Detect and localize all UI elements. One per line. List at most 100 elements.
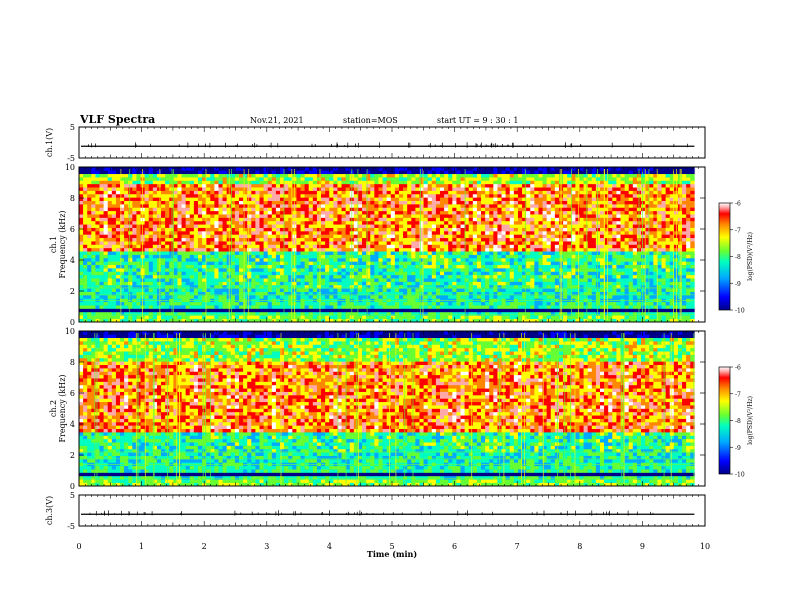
spectrogram-cell xyxy=(321,257,326,262)
spectrogram-cell xyxy=(378,247,383,252)
spectrogram-cell xyxy=(132,308,137,313)
spectrogram-cell xyxy=(251,177,256,181)
spectrogram-cell xyxy=(431,231,437,235)
spectrogram-cell xyxy=(407,231,412,235)
spectrogram-cell xyxy=(230,193,236,198)
spectrogram-cell xyxy=(448,301,453,306)
spectrogram-cell xyxy=(300,274,305,279)
spectrogram-cell xyxy=(419,210,424,215)
spectrogram-cell xyxy=(321,193,326,198)
spectrogram-cell xyxy=(370,311,375,316)
spectrogram-cell xyxy=(476,315,482,319)
spectrogram-cell xyxy=(407,200,412,205)
spectrogram-cell xyxy=(107,193,113,198)
spectrogram-cell xyxy=(452,237,457,242)
spectrogram-cell xyxy=(230,217,236,222)
spectrogram-cell xyxy=(489,281,494,286)
spectrogram-cell xyxy=(115,220,121,225)
spectrogram-cell xyxy=(476,318,482,323)
spectrogram-cell xyxy=(341,170,346,175)
spectrogram-cell xyxy=(427,291,433,296)
spectrogram-cell xyxy=(333,274,338,279)
spectrogram-cell xyxy=(83,224,88,228)
spectrogram-cell xyxy=(435,305,441,309)
spectrogram-cell xyxy=(189,261,195,266)
spectrogram-cell xyxy=(115,204,121,208)
spectrogram-cell xyxy=(357,251,363,255)
spectrogram-cell xyxy=(440,271,445,276)
spectrogram-cell xyxy=(345,251,351,255)
spectrogram-cell xyxy=(345,234,351,239)
spectrogram-cell xyxy=(243,204,248,208)
spectrogram-cell xyxy=(165,187,170,191)
spectrogram-cell xyxy=(206,271,211,276)
spectrogram-cell xyxy=(321,261,326,266)
spectrogram-cell xyxy=(374,257,379,262)
spectrogram-cell xyxy=(427,200,433,205)
spectrogram-cell xyxy=(177,284,182,289)
spectrogram-cell xyxy=(398,264,404,269)
spectrogram-cell xyxy=(152,268,158,272)
spectrogram-cell xyxy=(403,291,408,296)
spectrogram-cell xyxy=(206,281,211,286)
spectrogram-cell xyxy=(280,227,285,232)
spectrogram-cell xyxy=(173,204,178,208)
spectrogram-cell xyxy=(460,301,465,306)
spectrogram-cell xyxy=(386,311,392,316)
spectrogram-cell xyxy=(247,231,252,235)
spectrogram-cell xyxy=(390,257,396,262)
spectrogram-cell xyxy=(300,204,305,208)
spectrogram-cell xyxy=(431,173,437,178)
spectrogram-cell xyxy=(394,257,400,262)
spectrogram-cell xyxy=(267,291,273,296)
spectrogram-cell xyxy=(308,217,314,222)
spectrogram-cell xyxy=(103,220,109,225)
spectrogram-cell xyxy=(189,311,195,316)
spectrogram-cell xyxy=(83,193,88,198)
spectrogram-cell xyxy=(238,167,244,171)
spectrogram-cell xyxy=(464,261,470,266)
spectrogram-cell xyxy=(185,318,191,323)
spectrogram-cell xyxy=(169,210,174,215)
spectrogram-cell xyxy=(124,305,129,309)
spectrogram-cell xyxy=(275,177,281,181)
spectrogram-cell xyxy=(259,173,264,178)
spectrogram-cell xyxy=(107,200,113,205)
spectrogram-cell xyxy=(423,180,428,185)
spectrogram-cell xyxy=(144,237,150,242)
spectrogram-cell xyxy=(431,200,437,205)
spectrogram-cell xyxy=(472,220,478,225)
spectrogram-cell xyxy=(111,271,117,276)
spectrogram-cell xyxy=(169,190,174,195)
spectrogram-cell xyxy=(382,167,387,171)
spectrogram-cell xyxy=(427,274,433,279)
spectrogram-cell xyxy=(95,173,100,178)
spectrogram-cell xyxy=(238,204,244,208)
spectrogram-cell xyxy=(193,183,199,188)
spectrogram-cell xyxy=(275,170,281,175)
spectrogram-cell xyxy=(423,284,428,289)
spectrogram-cell xyxy=(267,278,273,282)
spectrogram-cell xyxy=(202,308,207,313)
spectrogram-cell xyxy=(296,251,301,255)
spectrogram-cell xyxy=(91,241,96,245)
spectrogram-cell xyxy=(308,237,314,242)
spectrogram-cell xyxy=(251,193,256,198)
spectrogram-cell xyxy=(144,227,150,232)
spectrogram-cell xyxy=(308,295,314,299)
spectrogram-cell xyxy=(255,271,260,276)
spectrogram-cell xyxy=(308,315,314,319)
spectrogram-cell xyxy=(132,173,137,178)
spectrogram-cell xyxy=(165,244,170,249)
spectrogram-cell xyxy=(378,261,383,266)
spectrogram-cell xyxy=(210,187,215,191)
spectrogram-cell xyxy=(120,305,125,309)
spectrogram-cell xyxy=(255,187,260,191)
spectrogram-cell xyxy=(243,207,248,212)
spectrogram-cell xyxy=(193,210,199,215)
spectrogram-cell xyxy=(316,254,322,259)
spectrogram-cell xyxy=(312,167,318,171)
spectrogram-cell xyxy=(493,305,498,309)
header-date: Nov.21, 2021 xyxy=(250,116,304,125)
spectrogram-cell xyxy=(481,257,486,262)
